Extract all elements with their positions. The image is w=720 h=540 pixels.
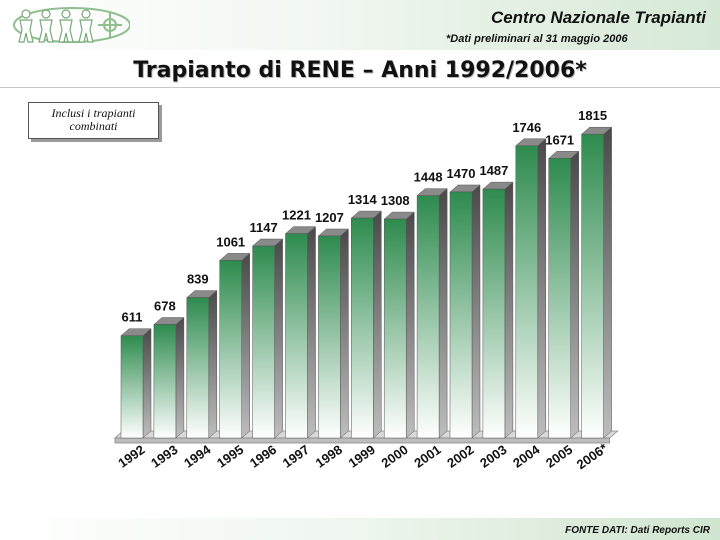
category-label: 2005: [543, 442, 575, 471]
category-label: 2003: [477, 442, 509, 471]
category-label: 2006*: [574, 440, 611, 472]
value-label: 1061: [216, 234, 245, 249]
category-label: 1993: [148, 442, 180, 471]
bar: [515, 145, 539, 439]
category-label: 1995: [214, 442, 246, 471]
bar: [416, 195, 440, 439]
category-label: 2000: [378, 442, 410, 471]
value-label: 1448: [414, 170, 443, 185]
org-name: Centro Nazionale Trapianti: [490, 8, 706, 27]
value-label: 1815: [578, 108, 607, 123]
value-label: 611: [122, 310, 143, 325]
value-label: 1470: [447, 166, 476, 181]
bar: [383, 218, 407, 439]
bar: [219, 260, 242, 439]
chart-title: Trapianto di RENE – Anni 1992/2006*: [133, 58, 587, 83]
category-label: 2004: [510, 441, 543, 470]
bar-side: [307, 226, 316, 439]
bar-side: [142, 328, 152, 439]
bar: [318, 235, 341, 439]
category-label: 1998: [313, 442, 345, 471]
preliminary-note: *Dati preliminari al 31 maggio 2006: [446, 33, 628, 45]
category-label: 1999: [346, 442, 378, 471]
category-label: 1997: [280, 442, 312, 471]
title-divider: [0, 87, 720, 88]
bar: [482, 188, 506, 439]
value-label: 1221: [282, 208, 311, 223]
bar: [581, 133, 604, 439]
chart-floor-edge: [114, 437, 611, 444]
value-label: 1308: [381, 193, 410, 208]
bar-side: [373, 210, 382, 439]
bar-side: [274, 238, 283, 439]
category-label: 1994: [181, 441, 214, 470]
value-label: 1671: [545, 132, 574, 147]
bar-side: [208, 290, 218, 439]
bar: [351, 217, 374, 439]
footer-band: [0, 518, 720, 540]
bar-side: [471, 184, 481, 439]
data-source: FONTE DATI: Dati Reports CIR: [565, 525, 710, 536]
bar-side: [340, 228, 349, 439]
value-label: 678: [154, 299, 176, 314]
bar: [449, 191, 473, 439]
category-label: 1992: [115, 442, 147, 471]
bar: [252, 245, 275, 439]
category-label: 2002: [444, 442, 476, 471]
bar: [153, 324, 177, 439]
value-label: 1746: [512, 120, 541, 135]
value-label: 1207: [315, 210, 344, 225]
value-label: 839: [187, 272, 209, 287]
bar-side: [504, 181, 514, 439]
bar-side: [405, 211, 415, 439]
value-label: 1147: [249, 220, 277, 235]
value-label: 1314: [348, 192, 378, 207]
bar-side: [570, 150, 579, 439]
bar: [186, 297, 210, 439]
value-label: 1487: [479, 163, 508, 178]
cnt-logo: [13, 7, 130, 43]
bar: [285, 233, 308, 439]
bar-side: [537, 138, 547, 439]
bar-side: [175, 316, 185, 439]
bar-side: [241, 252, 250, 439]
category-label: 2001: [411, 442, 443, 471]
bar: [120, 335, 144, 439]
bar-side: [603, 126, 612, 439]
category-label: 1996: [247, 442, 279, 471]
annotation-box: Inclusi i trapianti combinati: [28, 102, 159, 139]
bar: [548, 158, 571, 439]
bar-side: [438, 188, 448, 439]
